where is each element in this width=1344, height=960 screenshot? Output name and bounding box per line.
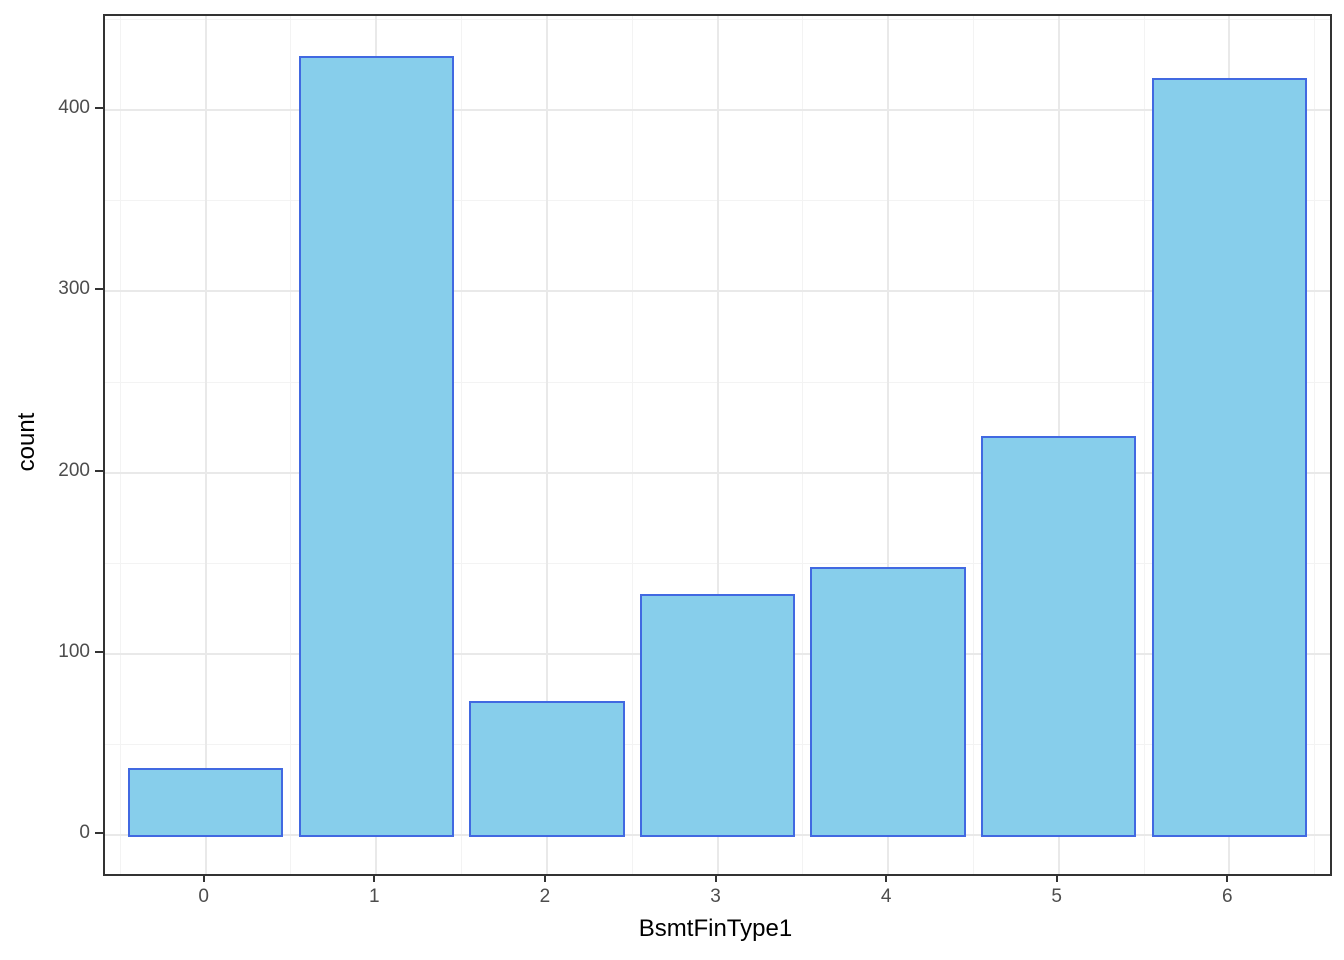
y-axis-tick (95, 832, 103, 835)
x-tick-label: 6 (1222, 886, 1233, 907)
x-axis-tick (1226, 874, 1229, 882)
y-tick-label: 0 (79, 822, 90, 844)
grid-minor-vertical (119, 16, 121, 874)
grid-major-vertical (716, 16, 719, 874)
grid-minor-vertical (1143, 16, 1145, 874)
bar (298, 55, 454, 838)
bar (469, 700, 625, 838)
grid-minor-vertical (802, 16, 804, 874)
y-tick-label: 400 (58, 97, 90, 119)
x-axis-tick (373, 874, 376, 882)
y-axis-tick (95, 469, 103, 472)
y-axis-tick (95, 107, 103, 110)
grid-minor-vertical (1314, 16, 1316, 874)
x-axis-title: BsmtFinType1 (638, 915, 793, 942)
x-axis-tick (543, 874, 546, 882)
grid-minor-vertical (631, 16, 633, 874)
y-axis-tick (95, 650, 103, 653)
x-axis-tick (885, 874, 888, 882)
y-tick-label: 100 (58, 640, 90, 662)
y-axis-tick (95, 288, 103, 291)
x-tick-label: 4 (880, 886, 892, 907)
x-tick-label: 5 (1051, 886, 1062, 907)
x-axis-tick (202, 874, 205, 882)
x-tick-label: 1 (368, 886, 380, 907)
x-tick-label: 0 (198, 886, 209, 907)
x-axis-tick (714, 874, 717, 882)
grid-minor-vertical (290, 16, 292, 874)
grid-major-vertical (887, 16, 890, 874)
bar (1151, 77, 1307, 838)
bar (639, 594, 796, 838)
grid-minor-vertical (461, 16, 463, 874)
y-axis-title: count (13, 412, 40, 472)
grid-major-vertical (204, 16, 207, 874)
x-tick-label: 2 (539, 886, 551, 907)
x-axis-tick (1055, 874, 1058, 882)
bar (810, 566, 966, 838)
x-tick-label: 3 (710, 886, 721, 907)
y-tick-label: 300 (58, 278, 90, 300)
bar (128, 767, 284, 838)
grid-minor-vertical (972, 16, 974, 874)
bar (981, 436, 1137, 838)
plot-panel (103, 14, 1332, 876)
y-tick-label: 200 (58, 459, 90, 481)
grid-major-vertical (545, 16, 548, 874)
